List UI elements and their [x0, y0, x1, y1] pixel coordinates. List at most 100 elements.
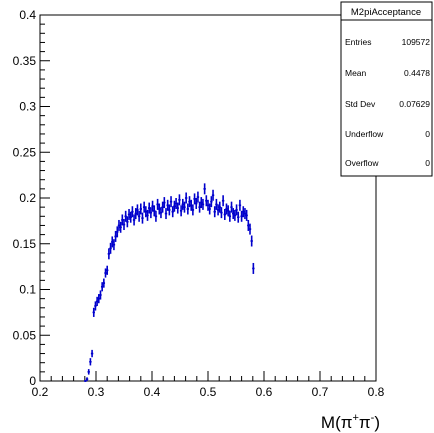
- data-point: [104, 268, 107, 278]
- data-point: [169, 196, 173, 208]
- data-point: [111, 236, 114, 248]
- data-point: [102, 278, 106, 288]
- data-point: [87, 369, 90, 375]
- data-point: [250, 235, 253, 247]
- x-tick-label: 0.3: [88, 385, 105, 399]
- data-point: [200, 197, 203, 209]
- stats-box: M2piAcceptance Entries 109572 Mean 0.447…: [340, 1, 433, 177]
- x-axis-title-part-3: π: [359, 413, 371, 432]
- y-tick-label: 0.2: [19, 191, 36, 205]
- data-point: [85, 377, 89, 381]
- x-axis-title-part-0: M(: [321, 413, 341, 432]
- y-tick-labels: 0 0.05 0.1 0.15 0.2 0.25 0.3 0.35 0.4: [13, 8, 37, 388]
- data-point: [196, 191, 200, 203]
- data-markers: [84, 183, 255, 382]
- stats-mean-label: Mean: [345, 68, 367, 78]
- data-point: [139, 203, 142, 215]
- data-point: [173, 200, 176, 212]
- data-point: [127, 208, 131, 220]
- data-point: [247, 219, 250, 231]
- data-point: [119, 221, 122, 233]
- data-point: [223, 208, 226, 220]
- data-point: [201, 198, 205, 210]
- data-point: [116, 226, 119, 238]
- data-point: [193, 193, 196, 205]
- data-point: [132, 214, 136, 226]
- data-point: [186, 203, 190, 215]
- data-point: [248, 223, 252, 235]
- data-point: [163, 197, 166, 209]
- data-point: [178, 194, 181, 206]
- x-axis-title-sup-plus: +: [352, 412, 358, 424]
- x-axis-title-part-5: ): [374, 413, 380, 432]
- data-point: [238, 199, 242, 211]
- data-point: [195, 198, 198, 209]
- data-point: [166, 199, 169, 211]
- data-point: [174, 198, 178, 209]
- data-point: [176, 202, 179, 214]
- y-tick-label: 0.25: [13, 145, 37, 159]
- data-point: [159, 207, 163, 219]
- data-point: [90, 349, 94, 358]
- data-point: [126, 216, 129, 228]
- data-point: [208, 203, 211, 215]
- data-point: [158, 203, 161, 215]
- data-point: [211, 189, 215, 201]
- data-point: [149, 207, 153, 219]
- x-tick-labels: 0.2 0.3 0.4 0.5 0.6 0.7 0.8: [32, 385, 385, 399]
- data-point: [226, 205, 230, 217]
- x-tick-label: 0.2: [32, 385, 49, 399]
- data-point: [100, 282, 104, 292]
- data-point: [221, 195, 225, 207]
- x-axis-title-sup-minus: -: [371, 412, 375, 424]
- x-tick-label: 0.8: [368, 385, 385, 399]
- stats-box-title: M2piAcceptance: [351, 7, 421, 18]
- data-point: [206, 199, 210, 211]
- data-point: [245, 209, 248, 221]
- data-point: [117, 219, 121, 231]
- data-point: [134, 208, 137, 220]
- x-axis-title: M(π+π-): [321, 412, 380, 432]
- data-point: [210, 196, 213, 208]
- data-point: [243, 208, 247, 220]
- data-point: [106, 265, 109, 275]
- stats-underflow-label: Underflow: [345, 129, 384, 139]
- data-point: [179, 205, 183, 217]
- data-point: [168, 204, 171, 216]
- stats-underflow-value: 0: [425, 129, 430, 139]
- x-tick-label: 0.5: [200, 385, 217, 399]
- y-tick-label: 0.1: [19, 283, 36, 297]
- data-point: [205, 195, 208, 207]
- data-point: [95, 296, 99, 306]
- data-point: [112, 239, 116, 251]
- data-point: [191, 204, 195, 216]
- data-point: [242, 206, 245, 218]
- data-point: [252, 262, 255, 274]
- data-point: [84, 380, 87, 382]
- data-point: [136, 204, 139, 216]
- data-point: [198, 201, 201, 213]
- data-point: [237, 211, 240, 223]
- data-point: [146, 209, 149, 221]
- data-point: [142, 201, 146, 213]
- data-point: [144, 206, 148, 218]
- data-point: [141, 212, 144, 224]
- y-tick-label: 0.15: [13, 237, 37, 251]
- y-tick-label: 0.35: [13, 54, 37, 68]
- data-point: [154, 210, 158, 222]
- data-point: [183, 201, 186, 213]
- y-tick-label: 0.3: [19, 100, 36, 114]
- data-point: [235, 204, 238, 216]
- data-point: [215, 198, 218, 210]
- data-point: [233, 209, 237, 221]
- data-point: [109, 242, 112, 254]
- data-point: [218, 201, 221, 213]
- data-point: [225, 203, 228, 215]
- data-point: [131, 206, 134, 218]
- data-point: [161, 201, 164, 213]
- data-point: [184, 192, 188, 204]
- stats-entries-label: Entries: [345, 37, 371, 47]
- data-point: [107, 248, 111, 260]
- stats-mean-value: 0.4478: [404, 68, 430, 78]
- data-point: [99, 290, 102, 300]
